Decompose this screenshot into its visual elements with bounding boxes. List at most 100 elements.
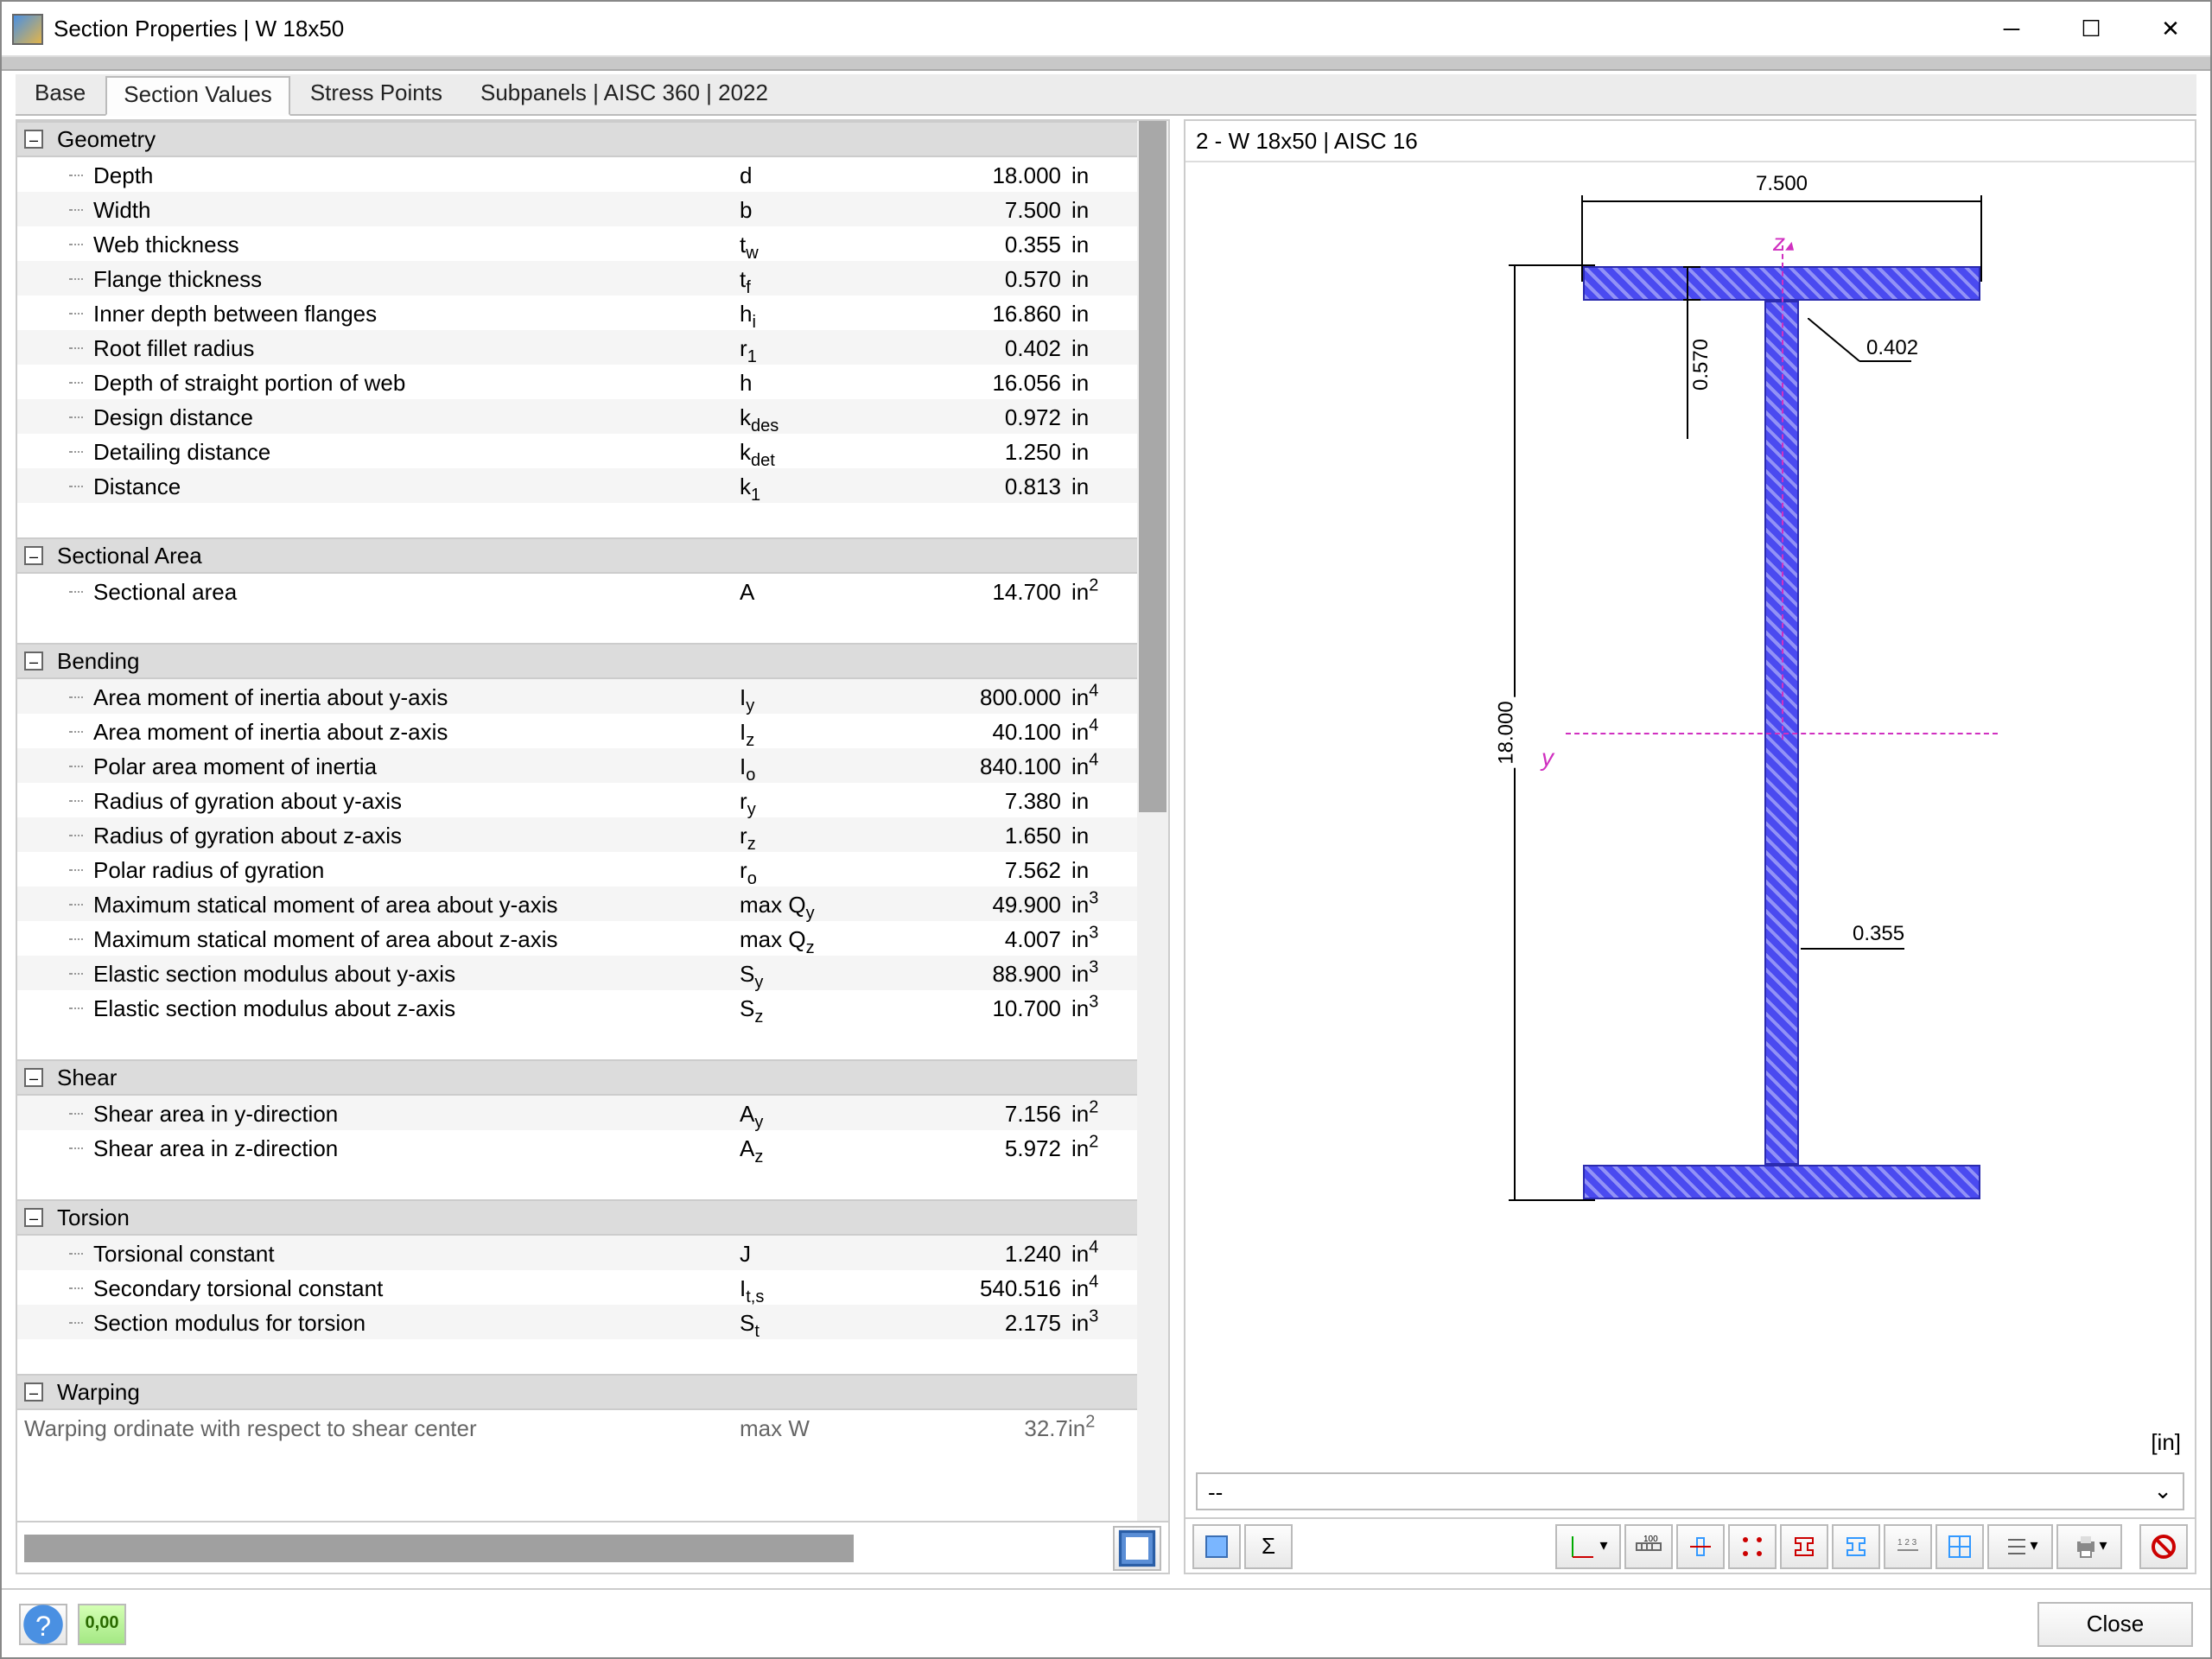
property-symbol: r1: [740, 334, 895, 360]
grid-icon[interactable]: [1936, 1523, 1984, 1568]
collapse-icon[interactable]: –: [24, 546, 43, 565]
property-symbol: tw: [740, 231, 895, 257]
property-row[interactable]: Flange thicknesstf0.570in: [17, 261, 1137, 296]
scrollbar-thumb[interactable]: [1139, 121, 1166, 812]
property-value: 0.355: [895, 231, 1068, 257]
property-value: 16.056: [895, 369, 1068, 395]
close-button[interactable]: Close: [2037, 1601, 2193, 1646]
tab-stress-points[interactable]: Stress Points: [291, 74, 461, 114]
print-dropdown[interactable]: ▾: [2056, 1523, 2122, 1568]
section-red-icon[interactable]: [1780, 1523, 1828, 1568]
dim-fillet-radius: 0.402: [1866, 335, 1918, 359]
property-symbol: St: [740, 1309, 895, 1335]
preview-toolbar: Σ ▾ 100 1 2 3 ▾ ▾: [1185, 1517, 2195, 1573]
property-value: 840.100: [895, 753, 1068, 779]
horizontal-scrollbar[interactable]: [24, 1534, 854, 1561]
vertical-scrollbar[interactable]: [1137, 121, 1168, 1521]
property-row[interactable]: Radius of gyration about y-axisry7.380in: [17, 783, 1137, 817]
group-header[interactable]: –Shear: [17, 1059, 1137, 1096]
view-mode-dropdown[interactable]: ▾: [1555, 1523, 1621, 1568]
property-row[interactable]: Web thicknesstw0.355in: [17, 226, 1137, 261]
collapse-icon[interactable]: –: [24, 1382, 43, 1402]
group-header[interactable]: –Warping: [17, 1374, 1137, 1410]
property-row[interactable]: Widthb7.500in: [17, 192, 1137, 226]
property-row[interactable]: Area moment of inertia about z-axisIz40.…: [17, 714, 1137, 748]
properties-tree[interactable]: –GeometryDepthd18.000inWidthb7.500inWeb …: [17, 121, 1137, 1521]
property-value: 7.156: [895, 1100, 1068, 1126]
z-axis-label: z▴: [1773, 228, 1794, 256]
property-row[interactable]: Design distancekdes0.972in: [17, 399, 1137, 434]
combo-value: --: [1208, 1478, 1223, 1504]
property-row[interactable]: Radius of gyration about z-axisrz1.650in: [17, 817, 1137, 852]
close-window-button[interactable]: ✕: [2131, 1, 2210, 56]
property-row[interactable]: Maximum statical moment of area about z-…: [17, 921, 1137, 956]
property-row[interactable]: Shear area in z-directionAz5.972in2: [17, 1130, 1137, 1165]
tab-section-values[interactable]: Section Values: [105, 76, 291, 116]
collapse-icon[interactable]: –: [24, 652, 43, 671]
property-symbol: b: [740, 196, 895, 222]
collapse-icon[interactable]: –: [24, 130, 43, 149]
property-row[interactable]: Secondary torsional constantIt,s540.516i…: [17, 1270, 1137, 1305]
tab-base[interactable]: Base: [16, 74, 105, 114]
property-value: 5.972: [895, 1135, 1068, 1160]
group-header[interactable]: –Bending: [17, 643, 1137, 679]
group-header[interactable]: –Sectional Area: [17, 537, 1137, 574]
tab-subpanels-aisc-360-2022[interactable]: Subpanels | AISC 360 | 2022: [461, 74, 787, 114]
group-header[interactable]: –Torsion: [17, 1199, 1137, 1236]
sigma-icon[interactable]: Σ: [1244, 1523, 1293, 1568]
property-symbol: Io: [740, 753, 895, 779]
units-icon[interactable]: 0,00: [78, 1603, 126, 1644]
ruler-icon[interactable]: 100: [1624, 1523, 1673, 1568]
dimension-icon[interactable]: [1676, 1523, 1725, 1568]
property-value: 7.380: [895, 787, 1068, 813]
property-row[interactable]: Root fillet radiusr10.402in: [17, 330, 1137, 365]
scrollbar-thumb[interactable]: [24, 1534, 854, 1561]
property-row[interactable]: Polar radius of gyrationro7.562in: [17, 852, 1137, 887]
property-row[interactable]: Polar area moment of inertiaIo840.100in4: [17, 748, 1137, 783]
property-row[interactable]: Inner depth between flangeshi16.860in: [17, 296, 1137, 330]
beam-bottom-flange: [1583, 1165, 1980, 1199]
property-row[interactable]: Shear area in y-directionAy7.156in2: [17, 1096, 1137, 1130]
property-unit: in4: [1068, 1240, 1137, 1266]
property-description: Radius of gyration about z-axis: [86, 822, 740, 848]
property-row[interactable]: Area moment of inertia about y-axisIy800…: [17, 679, 1137, 714]
property-value: 1.240: [895, 1240, 1068, 1266]
maximize-button[interactable]: ☐: [2051, 1, 2131, 56]
dim-flange-thickness: 0.570: [1688, 335, 1713, 394]
settings-icon[interactable]: [1113, 1525, 1161, 1570]
property-value: 14.700: [895, 578, 1068, 604]
result-combo[interactable]: -- ⌄: [1196, 1472, 2184, 1510]
list-dropdown[interactable]: ▾: [1987, 1523, 2053, 1568]
preview-canvas[interactable]: 7.500 18.000: [1185, 162, 2195, 1465]
collapse-icon[interactable]: –: [24, 1208, 43, 1227]
group-header[interactable]: –Geometry: [17, 121, 1137, 157]
reset-icon[interactable]: [2139, 1523, 2188, 1568]
property-row[interactable]: Depthd18.000in: [17, 157, 1137, 192]
property-row[interactable]: Section modulus for torsionSt2.175in3: [17, 1305, 1137, 1339]
property-unit: in4: [1068, 1274, 1137, 1300]
help-icon[interactable]: ?: [19, 1603, 67, 1644]
property-symbol: ro: [740, 856, 895, 882]
property-row[interactable]: Maximum statical moment of area about y-…: [17, 887, 1137, 921]
property-description: Width: [86, 196, 740, 222]
property-row[interactable]: Elastic section modulus about z-axisSz10…: [17, 990, 1137, 1025]
property-row[interactable]: Distancek10.813in: [17, 468, 1137, 503]
minimize-button[interactable]: ─: [1972, 1, 2051, 56]
property-unit: in: [1068, 787, 1137, 813]
stress-points-icon[interactable]: [1728, 1523, 1777, 1568]
numbering-icon[interactable]: 1 2 3: [1884, 1523, 1932, 1568]
property-value: 540.516: [895, 1274, 1068, 1300]
property-value: 49.900: [895, 891, 1068, 917]
dim-web-thickness: 0.355: [1853, 921, 1904, 945]
collapse-icon[interactable]: –: [24, 1068, 43, 1087]
property-unit: in: [1068, 231, 1137, 257]
property-row[interactable]: Elastic section modulus about y-axisSy88…: [17, 956, 1137, 990]
property-value: 0.402: [895, 334, 1068, 360]
property-symbol: kdes: [740, 404, 895, 429]
refresh-icon[interactable]: [1192, 1523, 1241, 1568]
property-row[interactable]: Sectional areaA14.700in2: [17, 574, 1137, 608]
property-row[interactable]: Torsional constantJ1.240in4: [17, 1236, 1137, 1270]
property-row[interactable]: Depth of straight portion of webh16.056i…: [17, 365, 1137, 399]
property-row[interactable]: Detailing distancekdet1.250in: [17, 434, 1137, 468]
section-blue-icon[interactable]: [1832, 1523, 1880, 1568]
